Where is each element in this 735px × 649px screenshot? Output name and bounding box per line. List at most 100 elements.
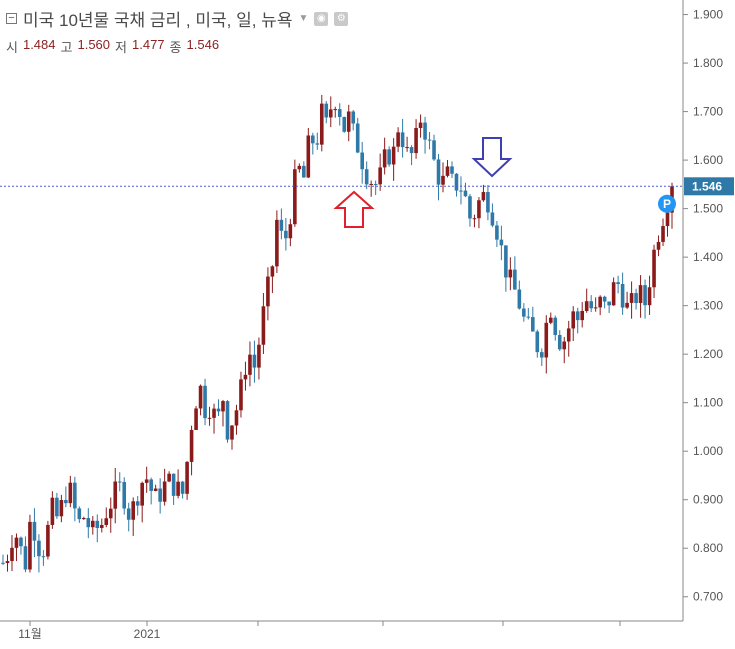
y-tick-label: 0.700 — [693, 590, 723, 604]
y-tick-label: 1.700 — [693, 105, 723, 119]
candle-body — [144, 479, 149, 483]
candle-body — [517, 289, 522, 309]
candle-body — [562, 341, 567, 350]
y-tick-label: 0.800 — [693, 541, 723, 555]
candle-body — [369, 183, 373, 185]
candle-body — [495, 225, 499, 240]
candle-body — [486, 192, 490, 213]
last-price-label: 1.546 — [692, 179, 722, 193]
candle-body — [104, 518, 109, 525]
candle-body — [90, 520, 95, 528]
minus-box-icon[interactable]: − — [6, 13, 17, 24]
candle-body — [257, 344, 261, 368]
candle-body — [472, 218, 477, 220]
candle-body — [194, 408, 198, 430]
candle-body — [162, 481, 167, 502]
candle-body — [306, 135, 311, 178]
candle-body — [203, 385, 207, 419]
candle-body — [10, 547, 14, 562]
y-tick-label: 1.500 — [693, 202, 723, 216]
candle-body — [346, 111, 351, 132]
candle-body — [86, 518, 91, 528]
candle-body — [297, 165, 302, 170]
high-value: 1.560 — [77, 37, 111, 52]
gear-icon[interactable]: ⚙ — [334, 11, 349, 26]
candle-body — [68, 482, 73, 504]
candle-body — [499, 239, 504, 246]
candle-body — [526, 316, 531, 318]
candle-body — [328, 109, 333, 118]
candle-body — [77, 508, 82, 520]
candle-body — [522, 308, 526, 317]
candle-body — [616, 282, 620, 285]
candle-body — [575, 311, 580, 321]
eye-icon[interactable]: ◉ — [314, 11, 329, 26]
y-tick-label: 0.900 — [693, 493, 723, 507]
candle-body — [207, 417, 212, 419]
candle-body — [1, 562, 5, 564]
candle-body — [239, 379, 243, 411]
candle-body — [19, 537, 23, 547]
y-tick-label: 1.300 — [693, 299, 723, 313]
candle-body — [113, 481, 118, 509]
candle-body — [270, 266, 275, 277]
low-value: 1.477 — [132, 37, 165, 52]
candle-body — [647, 287, 652, 306]
candle-body — [351, 111, 356, 124]
candle-body — [221, 401, 225, 412]
candle-body — [284, 230, 288, 239]
y-tick-label: 1.200 — [693, 347, 723, 361]
candle-body — [59, 499, 64, 517]
candle-body — [230, 425, 234, 440]
candle-body — [212, 408, 216, 418]
candle-body — [234, 410, 239, 426]
candle-body — [73, 482, 77, 509]
candle-body — [279, 219, 284, 231]
candle-body — [513, 269, 517, 290]
chart-title: 미국 10년물 국채 금리 , 미국, 일, 뉴욕 — [23, 11, 293, 30]
candle-body — [481, 192, 486, 201]
chevron-down-icon[interactable]: ▼ — [298, 13, 309, 24]
candle-body — [531, 317, 535, 332]
candle-body — [14, 537, 19, 548]
candle-body — [459, 190, 463, 192]
candle-body — [432, 140, 436, 160]
candle-body — [360, 152, 364, 170]
candle-body — [445, 166, 450, 176]
candle-body — [337, 109, 342, 117]
candle-body — [656, 241, 661, 250]
candle-body — [584, 301, 589, 311]
candle-body — [82, 518, 86, 520]
candle-body — [293, 169, 297, 225]
open-label: 시 — [6, 40, 18, 55]
candle-body — [665, 212, 670, 227]
y-tick-label: 1.400 — [693, 250, 723, 264]
open-value: 1.484 — [22, 37, 56, 52]
candle-body — [167, 473, 171, 482]
candle-body — [248, 354, 252, 375]
candle-body — [126, 508, 131, 520]
candle-body — [571, 311, 576, 329]
candle-body — [441, 175, 445, 185]
candle-body — [216, 408, 221, 412]
x-tick-label: 11월 — [18, 627, 42, 641]
candle-body — [315, 143, 320, 145]
candle-body — [117, 481, 122, 483]
candle-body — [629, 293, 634, 303]
candle-body — [171, 473, 176, 496]
p-marker — [658, 194, 676, 213]
candle-body — [64, 499, 68, 504]
candle-body — [37, 540, 41, 557]
low-label: 저 — [115, 40, 127, 55]
candle-body — [32, 521, 37, 541]
candle-body — [55, 497, 59, 517]
candle-body — [158, 488, 162, 502]
candle-body — [566, 328, 571, 342]
candle-body — [436, 159, 441, 185]
candle-body — [342, 116, 347, 132]
candle-body — [400, 132, 405, 148]
candle-body — [409, 147, 414, 154]
candle-body — [378, 167, 382, 185]
candle-body — [544, 322, 549, 358]
